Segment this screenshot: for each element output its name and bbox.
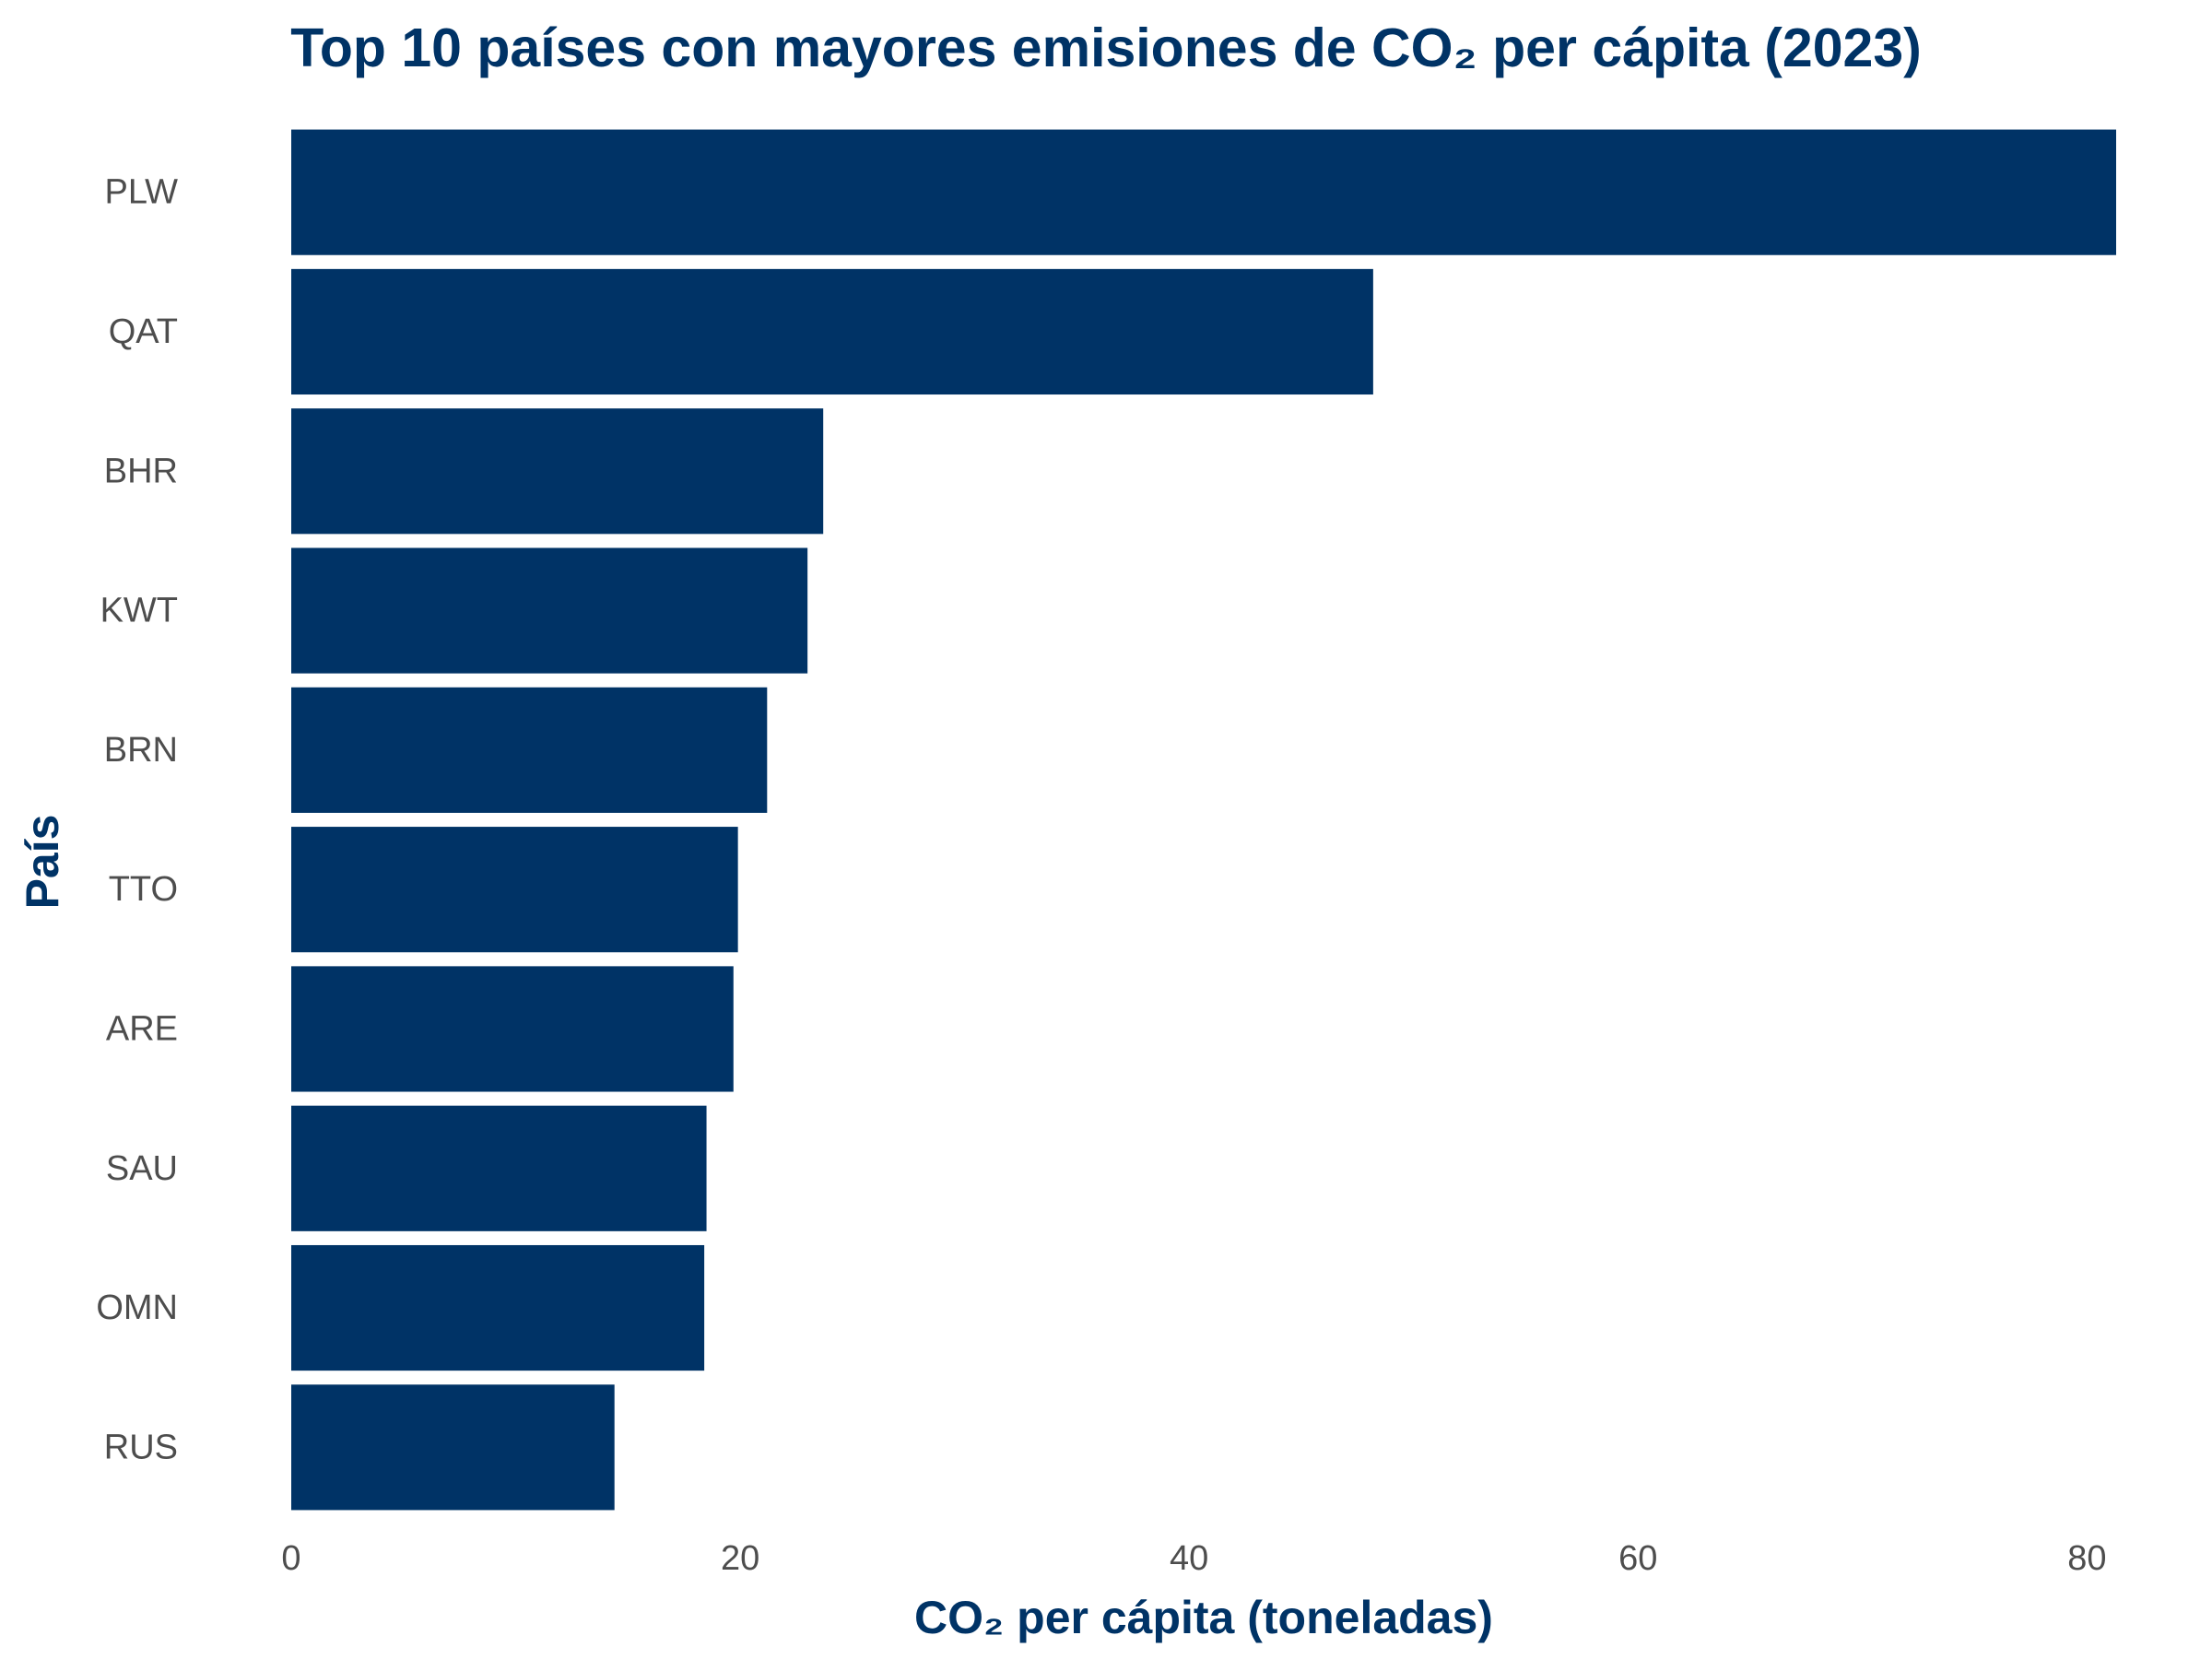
y-tick-label: BRN: [104, 731, 178, 770]
x-tick-label: 60: [1618, 1539, 1657, 1578]
x-tick-labels: 0 20 40 60 80: [281, 1539, 2106, 1578]
bar-are: [291, 966, 734, 1092]
y-tick-label: QAT: [109, 312, 178, 351]
y-tick-label: SAU: [106, 1149, 178, 1188]
bars-layer: [291, 129, 2116, 1511]
y-tick-label: PLW: [104, 173, 178, 212]
y-tick-label: TTO: [109, 870, 178, 909]
bar-bhr: [291, 408, 824, 535]
y-axis-title: País: [17, 815, 68, 910]
x-axis-title: CO₂ per cápita (toneladas): [914, 1592, 1493, 1643]
y-tick-label: RUS: [104, 1428, 178, 1466]
y-tick-labels: PLW QAT BHR KWT BRN TTO ARE SAU OMN RUS: [96, 173, 178, 1467]
bar-rus: [291, 1384, 615, 1511]
x-tick-label: 40: [1170, 1539, 1208, 1578]
bar-qat: [291, 268, 1373, 395]
bar-plw: [291, 129, 2116, 255]
chart-title: Top 10 países con mayores emisiones de C…: [290, 18, 1922, 78]
bar-kwt: [291, 547, 808, 674]
x-tick-label: 20: [721, 1539, 759, 1578]
bar-tto: [291, 827, 738, 953]
bar-sau: [291, 1105, 707, 1231]
x-tick-label: 0: [281, 1539, 300, 1578]
x-tick-label: 80: [2067, 1539, 2106, 1578]
bar-omn: [291, 1244, 705, 1371]
bar-brn: [291, 687, 768, 813]
y-tick-label: KWT: [100, 592, 178, 630]
y-tick-label: ARE: [106, 1009, 178, 1048]
y-tick-label: OMN: [96, 1288, 178, 1327]
y-tick-label: BHR: [104, 452, 178, 490]
